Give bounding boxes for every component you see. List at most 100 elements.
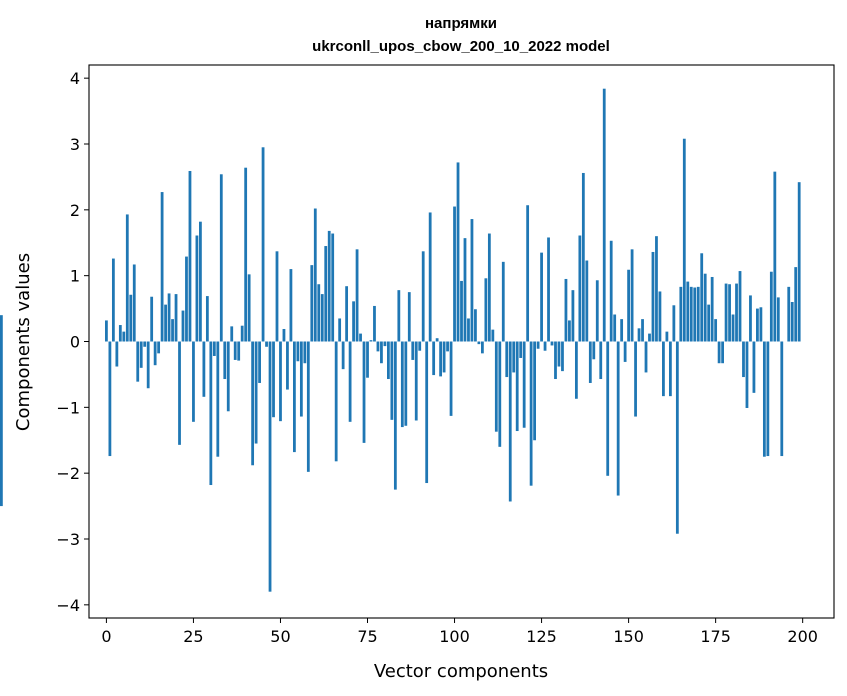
bar-component-12 (146, 341, 150, 389)
bar-component-171 (700, 253, 704, 342)
bar-component-149 (623, 341, 627, 362)
bar-component-109 (484, 278, 488, 342)
bar-component-107 (477, 341, 481, 345)
bar-component-70 (348, 341, 352, 422)
bar-component-108 (481, 341, 484, 354)
y-axis-ticks: −4 −3 −2 −1 0 1 2 3 4 (56, 69, 89, 615)
bar-component-160 (662, 341, 665, 397)
y-tick-label: 0 (70, 333, 80, 352)
x-tick-label: 25 (183, 627, 203, 646)
bar-component-115 (505, 341, 509, 378)
bar-component-15 (157, 341, 161, 354)
bar-component-179 (728, 284, 731, 342)
x-axis-label: Vector components (374, 661, 548, 682)
bar-component-118 (515, 341, 519, 432)
bar-component-152 (634, 341, 637, 417)
bar-component-13 (150, 296, 154, 342)
bar-component-43 (254, 341, 258, 444)
bar-component-21 (178, 341, 181, 445)
bar-component-116 (508, 341, 512, 502)
bar-component-190 (766, 341, 770, 457)
x-tick-label: 75 (357, 627, 377, 646)
bar-component-23 (185, 256, 188, 342)
bar-component-123 (533, 341, 536, 441)
bar-component-139 (588, 341, 592, 383)
bar-component-184 (745, 341, 749, 408)
bars-group (0, 88, 801, 592)
bar-component-191 (769, 271, 773, 342)
bar-component-73 (359, 333, 362, 342)
bar-component-112 (494, 341, 498, 432)
bar-component-119 (519, 341, 523, 358)
bar-component-199 (797, 182, 801, 342)
bar-component-92 (425, 341, 429, 484)
bar-component-141 (595, 280, 599, 342)
bar-component-138 (585, 260, 589, 342)
bar-component-180 (731, 314, 735, 342)
bar-component-14 (153, 341, 157, 366)
y-axis-label: Components values (13, 253, 34, 431)
bar-component-170 (696, 286, 700, 342)
bar-component-103 (463, 238, 467, 342)
bar-component-22 (181, 310, 185, 342)
bar-component-174 (710, 276, 714, 342)
bar-component-163 (672, 305, 676, 342)
bar-component-173 (707, 304, 711, 342)
bar-component-95 (435, 338, 439, 342)
bar-component-140 (592, 341, 596, 360)
bar-component-164 (675, 341, 679, 534)
bar-component-150 (627, 269, 630, 342)
bar-component-77 (373, 305, 376, 342)
bar-component-68 (341, 341, 345, 370)
bar-component-61 (317, 284, 321, 342)
bar-component-8 (132, 264, 136, 342)
bar-component-20 (174, 294, 178, 342)
bar-component-147 (616, 341, 620, 496)
bar-component-25 (192, 341, 195, 422)
x-tick-label: 0 (101, 627, 111, 646)
bar-component-42 (251, 341, 255, 466)
bar-component-185 (749, 295, 752, 342)
bar-component-37 (233, 341, 237, 360)
y-tick-label: 1 (70, 267, 80, 286)
bar-component-6 (125, 214, 129, 342)
bar-component-121 (526, 205, 530, 342)
bar-component-40 (244, 167, 248, 342)
bar-component-99 (449, 341, 453, 416)
x-tick-label: 200 (787, 627, 818, 646)
bar-component-56 (299, 341, 303, 417)
bar-component-51 (282, 328, 286, 342)
bar-component-91 (421, 251, 425, 342)
bar-component-97 (442, 341, 446, 373)
bar-component-105 (470, 219, 474, 342)
bar-component-194 (780, 341, 784, 457)
bar-component-153 (637, 328, 641, 342)
bar-component-undefined (0, 315, 3, 342)
bar-component-177 (721, 341, 724, 364)
y-tick-label: 2 (70, 201, 80, 220)
bar-component-129 (554, 341, 557, 380)
bar-component-49 (275, 251, 279, 342)
bar-component-32 (216, 341, 220, 457)
bar-component-27 (199, 221, 202, 342)
bar-component-38 (237, 341, 241, 361)
bar-component-117 (512, 341, 516, 373)
bar-component-93 (428, 212, 432, 342)
bar-component-39 (240, 325, 244, 342)
x-tick-label: 50 (270, 627, 290, 646)
bar-component-80 (383, 341, 387, 347)
y-tick-label: 3 (70, 135, 80, 154)
bar-component-182 (738, 271, 742, 342)
bar-component-132 (564, 278, 568, 342)
bar-component-94 (432, 341, 436, 376)
bar-component-167 (686, 281, 690, 342)
bar-component-41 (247, 274, 251, 342)
bar-component-81 (387, 341, 390, 380)
bar-component-24 (188, 170, 192, 342)
chart-title: напрямки (425, 15, 497, 32)
bar-component-30 (209, 341, 213, 486)
bar-component-44 (258, 341, 261, 383)
x-tick-label: 175 (700, 627, 731, 646)
x-axis-ticks: 0 25 50 75 100 125 150 175 200 (101, 618, 818, 646)
